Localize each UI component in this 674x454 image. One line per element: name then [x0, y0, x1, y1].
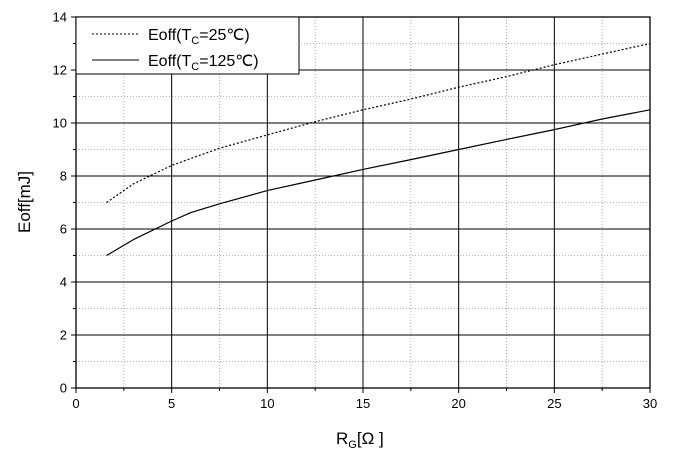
x-tick-labels: 0 5 10 15 20 25 30 [72, 396, 657, 411]
y-tick-label: 4 [60, 275, 67, 290]
series-line-1 [106, 109, 651, 257]
x-axis-title: RG[Ω ] [336, 429, 384, 451]
axis-ticks [71, 16, 651, 393]
y-axis-title: Eoff[mJ] [15, 171, 34, 233]
y-tick-label: 12 [53, 63, 67, 78]
x-tick-label: 5 [168, 396, 175, 411]
y-tick-label: 8 [60, 169, 67, 184]
series-layer [106, 42, 651, 257]
minor-grid [76, 17, 650, 388]
legend-label-25c: Eoff(TC=25℃) [148, 27, 250, 47]
y-tick-labels: 0 2 4 6 8 10 12 14 [53, 10, 67, 396]
x-tick-label: 10 [260, 396, 274, 411]
legend: Eoff(TC=25℃) Eoff(TC=125℃) [75, 16, 300, 75]
y-tick-label: 0 [60, 381, 67, 396]
y-tick-label: 6 [60, 222, 67, 237]
x-tick-label: 30 [643, 396, 657, 411]
y-tick-label: 14 [53, 10, 67, 25]
legend-label-125c: Eoff(TC=125℃) [148, 53, 259, 73]
y-tick-label: 10 [53, 116, 67, 131]
legend-box [75, 16, 300, 75]
x-tick-label: 0 [72, 396, 79, 411]
x-tick-label: 20 [451, 396, 465, 411]
x-tick-label: 25 [547, 396, 561, 411]
x-tick-label: 15 [356, 396, 370, 411]
y-tick-label: 2 [60, 328, 67, 343]
